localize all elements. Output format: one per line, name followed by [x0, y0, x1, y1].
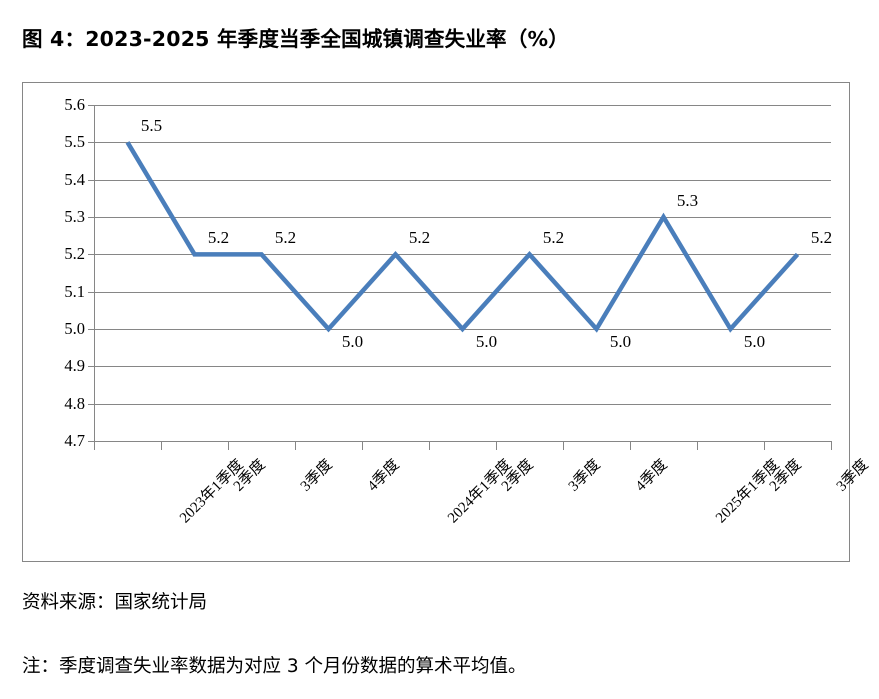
y-axis-tick-label: 4.8 [64, 393, 85, 413]
x-axis-tick-label: 4季度 [364, 456, 403, 495]
x-axis-tick [429, 441, 430, 450]
data-point-label: 5.2 [207, 228, 230, 248]
x-axis-tick [496, 441, 497, 450]
method-note: 注：季度调查失业率数据为对应 3 个月份数据的算术平均值。 [22, 656, 527, 677]
y-axis-tick [88, 254, 94, 256]
x-axis-tick-label: 2023年1季度 [176, 456, 247, 527]
x-axis-tick [563, 441, 564, 450]
gridline [94, 105, 831, 106]
y-axis-tick [88, 366, 94, 368]
x-axis-tick-label: 2024年1季度 [444, 456, 515, 527]
y-axis-tick [88, 142, 94, 144]
y-axis-tick-label: 5.3 [64, 207, 85, 226]
x-axis-tick [697, 441, 698, 450]
y-axis-tick-label: 5.1 [64, 281, 85, 301]
gridline [94, 217, 831, 218]
data-point-label: 5.0 [609, 332, 632, 351]
x-axis-tick [831, 441, 832, 450]
data-point-label: 5.2 [274, 228, 297, 248]
series-line-unemployment-rate [125, 141, 800, 333]
y-axis-tick [88, 179, 94, 181]
gridline [94, 441, 831, 442]
x-axis-tick [228, 441, 229, 450]
data-point-label: 5.0 [341, 332, 364, 351]
source-note: 资料来源：国家统计局 [22, 592, 208, 613]
x-axis-tick [161, 441, 162, 450]
data-point-label: 5.2 [408, 228, 431, 248]
y-axis-tick-label: 5.2 [64, 244, 85, 264]
x-axis-tick-label: 4季度 [632, 456, 671, 495]
plot-area: 5.6 5.5 5.4 5.3 5.2 5.1 5.0 4.9 4.8 4.7 2023年1季度 2… [64, 95, 871, 526]
y-axis-tick-label: 5.4 [64, 169, 85, 189]
data-point-label: 5.3 [676, 191, 699, 210]
page-title: 图 4：2023-2025 年季度当季全国城镇调查失业率（%） [22, 27, 569, 51]
x-axis-tick-label: 3季度 [297, 456, 336, 495]
y-axis-tick-label: 4.7 [64, 431, 85, 450]
y-axis-tick-label: 5.6 [64, 95, 85, 114]
y-axis-tick [88, 105, 94, 106]
gridline [94, 403, 831, 405]
y-axis-tick-label: 5.5 [64, 132, 85, 152]
y-axis-tick-label: 5.0 [64, 319, 85, 338]
x-axis-tick-label: 3季度 [833, 456, 872, 495]
gridline [94, 142, 831, 144]
x-axis-tick [764, 441, 765, 450]
y-axis-tick [88, 329, 94, 330]
x-axis-tick [362, 441, 363, 450]
chart-container: 5.6 5.5 5.4 5.3 5.2 5.1 5.0 4.9 4.8 4.7 2023年1季度 2… [22, 82, 871, 562]
y-axis-line [94, 105, 95, 441]
y-axis-tick [88, 441, 94, 442]
gridline [94, 179, 831, 181]
y-axis-tick [88, 217, 94, 218]
x-axis-tick [295, 441, 296, 450]
y-axis-tick [88, 291, 94, 293]
x-axis-tick-label: 2025年1季度 [712, 456, 783, 527]
y-axis-tick [88, 403, 94, 405]
gridline [94, 254, 831, 256]
x-axis-tick-label: 3季度 [565, 456, 604, 495]
gridline [94, 291, 831, 293]
y-axis-tick-label: 4.9 [64, 356, 85, 376]
gridline [94, 366, 831, 368]
x-axis-tick [94, 441, 95, 450]
data-point-label: 5.5 [140, 116, 163, 136]
data-point-label: 5.0 [743, 332, 766, 351]
x-axis-tick [630, 441, 631, 450]
data-point-label: 5.2 [542, 228, 565, 248]
data-point-label: 5.0 [475, 332, 498, 351]
data-point-label: 5.2 [810, 228, 833, 248]
